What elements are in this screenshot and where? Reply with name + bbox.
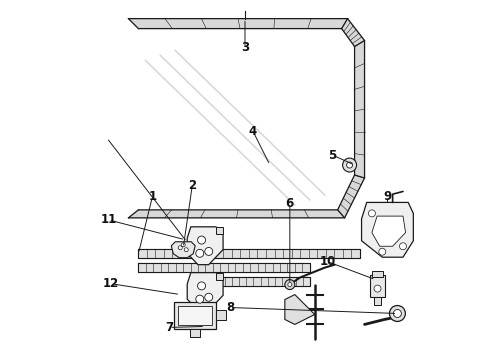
Polygon shape bbox=[187, 273, 223, 310]
Circle shape bbox=[184, 248, 188, 252]
Text: 8: 8 bbox=[226, 301, 234, 314]
Bar bbox=[216, 310, 226, 320]
Polygon shape bbox=[216, 227, 223, 234]
Bar bbox=[178, 306, 212, 325]
Text: 6: 6 bbox=[286, 197, 294, 210]
Circle shape bbox=[197, 236, 205, 244]
Text: 9: 9 bbox=[383, 190, 392, 203]
Circle shape bbox=[390, 306, 405, 321]
Polygon shape bbox=[138, 263, 310, 272]
Circle shape bbox=[288, 283, 292, 287]
Text: 10: 10 bbox=[319, 255, 336, 268]
Circle shape bbox=[196, 295, 204, 303]
Circle shape bbox=[346, 162, 353, 168]
Text: 5: 5 bbox=[328, 149, 337, 162]
Circle shape bbox=[205, 293, 213, 301]
Circle shape bbox=[196, 249, 204, 257]
Circle shape bbox=[374, 285, 381, 292]
Polygon shape bbox=[372, 216, 406, 246]
Circle shape bbox=[399, 243, 407, 250]
Circle shape bbox=[379, 248, 386, 255]
Text: 1: 1 bbox=[148, 190, 156, 203]
Polygon shape bbox=[138, 249, 360, 258]
Bar bbox=[190, 329, 200, 337]
Circle shape bbox=[197, 282, 205, 290]
Circle shape bbox=[343, 158, 357, 172]
Polygon shape bbox=[362, 202, 414, 257]
Polygon shape bbox=[190, 277, 310, 286]
Bar bbox=[369, 275, 386, 297]
Bar bbox=[371, 271, 384, 276]
Polygon shape bbox=[172, 242, 195, 258]
Text: 3: 3 bbox=[241, 41, 249, 54]
Text: 12: 12 bbox=[102, 277, 119, 290]
Bar bbox=[373, 297, 382, 305]
Circle shape bbox=[205, 247, 213, 255]
Polygon shape bbox=[128, 19, 365, 218]
Polygon shape bbox=[285, 294, 315, 324]
Text: 7: 7 bbox=[165, 321, 173, 334]
Circle shape bbox=[368, 210, 375, 217]
Bar bbox=[174, 302, 216, 329]
Circle shape bbox=[285, 280, 295, 289]
Polygon shape bbox=[216, 273, 223, 280]
Text: 11: 11 bbox=[100, 213, 117, 226]
Text: 2: 2 bbox=[188, 180, 196, 193]
Text: 4: 4 bbox=[249, 125, 257, 138]
Polygon shape bbox=[187, 227, 223, 265]
Circle shape bbox=[181, 243, 185, 247]
Circle shape bbox=[178, 246, 182, 250]
Circle shape bbox=[393, 310, 401, 318]
